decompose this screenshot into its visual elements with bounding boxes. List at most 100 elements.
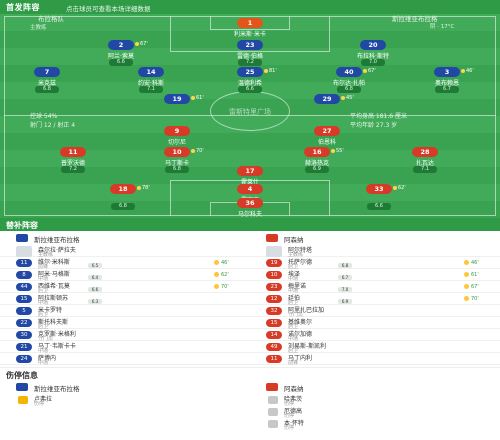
subs-section-header: 替补阵容 bbox=[0, 218, 500, 231]
sub-minute: 46' bbox=[464, 260, 479, 266]
injury-row[interactable]: 厄德高 伤停 bbox=[250, 406, 500, 419]
player-a-d2[interactable]: 18 78' 6.8 bbox=[96, 184, 150, 212]
player-d2[interactable]: 23 雷德·伯格 7.2 bbox=[223, 40, 277, 68]
sub-position: 中场 bbox=[288, 288, 299, 294]
player-a-f2[interactable]: 27 伯恩科 bbox=[300, 126, 354, 154]
injury-row[interactable]: 本·怀特 伤停 bbox=[250, 418, 500, 431]
sub-rating: 6.9 bbox=[338, 299, 352, 304]
sub-row[interactable]: 11 维尔·米科斯 前锋 6.5 46' bbox=[0, 257, 250, 270]
sub-name: 米卡罗特 bbox=[38, 307, 63, 314]
sub-number: 21 bbox=[16, 343, 32, 351]
sub-number: 22 bbox=[16, 319, 32, 327]
sub-row[interactable]: 14 诺尔加德 中场 bbox=[250, 329, 500, 342]
player-rating: 7.1 bbox=[413, 166, 437, 173]
sub-position: 中场 bbox=[38, 360, 49, 366]
sub-position: 后卫 bbox=[288, 324, 299, 330]
sub-rating: 7.0 bbox=[338, 287, 352, 292]
sub-position: 中场 bbox=[38, 300, 49, 306]
sub-number: 30 bbox=[16, 331, 32, 339]
injury-row[interactable]: 卢弗拉 伤停 bbox=[0, 394, 250, 407]
sub-row[interactable]: 23 梅里诺 中场 7.0 67' bbox=[250, 281, 500, 294]
away-penalty-box bbox=[170, 180, 330, 216]
sub-icon bbox=[393, 185, 397, 190]
player-a-m2[interactable]: 10 70' 马丁斯卡 6.8 bbox=[150, 147, 204, 175]
home-team-name: 布拉格队 bbox=[38, 15, 64, 23]
sub-in-icon bbox=[464, 296, 469, 301]
sub-icon bbox=[264, 68, 268, 73]
sub-minute: 62' bbox=[214, 272, 229, 278]
sub-row[interactable]: 30 克罗斯·米格利 守门员 bbox=[0, 329, 250, 342]
player-rating: 6.6 bbox=[238, 86, 262, 93]
sub-row[interactable]: 5 米卡罗特 后卫 bbox=[0, 305, 250, 318]
sub-icon bbox=[363, 68, 367, 73]
sub-name: 马丁·韦斯卡卡 bbox=[38, 343, 76, 350]
player-gk-home[interactable]: 1 利米斯·米卡 bbox=[223, 18, 277, 46]
sub-row[interactable]: 32 阿里扎巴拉加 守门员 bbox=[250, 305, 500, 318]
sub-row[interactable]: 21 马丁·韦斯卡卡 中场 bbox=[0, 341, 250, 354]
player-m1[interactable]: 7 米克兹 6.8 bbox=[20, 67, 74, 95]
home-injury-team: 斯拉维亚布拉格 bbox=[0, 380, 250, 394]
player-rating: 7.2 bbox=[238, 59, 262, 66]
sub-row[interactable]: 12 廷伯 后卫 6.9 70' bbox=[250, 293, 500, 306]
player-a-m3[interactable]: 16 55' 赫洛热克 6.9 bbox=[290, 147, 344, 175]
sub-number: 8 bbox=[16, 271, 32, 279]
player-a-m1[interactable]: 11 普罗沃德 7.2 bbox=[46, 147, 100, 175]
player-number: 16 bbox=[304, 147, 330, 157]
sub-event: 62' bbox=[393, 185, 406, 191]
sub-name: 基维奥尔 bbox=[288, 319, 313, 326]
player-number: 10 bbox=[164, 147, 190, 157]
player-m2[interactable]: 14 约安·科斯 7.1 bbox=[124, 67, 178, 95]
lineup-title: 首发阵容 bbox=[6, 3, 40, 12]
injury-row[interactable]: 哈弗茨 伤停 bbox=[250, 394, 500, 407]
sub-position: 中场 bbox=[288, 336, 299, 342]
sub-row[interactable]: 15 基维奥尔 后卫 bbox=[250, 317, 500, 330]
sub-minute: 46' bbox=[214, 260, 229, 266]
player-m5[interactable]: 3 46' 奥布赖恩 6.7 bbox=[420, 67, 474, 95]
sub-row[interactable]: 11 马丁内利 前锋 bbox=[250, 353, 500, 366]
player-number: 11 bbox=[60, 147, 86, 157]
sub-number: 10 bbox=[266, 271, 282, 279]
player-rating: 6.8 bbox=[337, 86, 361, 93]
sub-row[interactable]: 49 刘易斯-斯凯利 后卫 bbox=[250, 341, 500, 354]
sub-icon bbox=[341, 95, 345, 100]
sub-row[interactable]: 22 斯托科夫斯 后卫 bbox=[0, 317, 250, 330]
home-stats: 控球 54% 射门 12 / 射正 4 bbox=[30, 113, 76, 129]
player-f1[interactable]: 19 61' bbox=[150, 94, 204, 122]
injury-player-name: 厄德高 bbox=[284, 408, 303, 415]
player-a-d1[interactable]: 17 霍莱什 bbox=[223, 166, 277, 194]
player-f2[interactable]: 29 45' bbox=[300, 94, 354, 122]
player-a-d4[interactable]: 33 62' 6.6 bbox=[352, 184, 406, 212]
player-m3[interactable]: 25 81' 温德利希 6.6 bbox=[223, 67, 277, 95]
sub-minute: 70' bbox=[214, 284, 229, 290]
sub-row[interactable]: 19 托萨尔德 后卫 6.8 46' bbox=[250, 257, 500, 270]
sub-name: 梅里诺 bbox=[288, 283, 307, 290]
away-coach-row[interactable]: 阿尔特塔 主教练 bbox=[250, 245, 500, 258]
player-a-f1[interactable]: 9 切尔尼 bbox=[150, 126, 204, 154]
sub-row[interactable]: 10 埃泽 中场 6.7 61' bbox=[250, 269, 500, 282]
sub-event: 67' bbox=[135, 41, 148, 47]
sub-row[interactable]: 24 萨博内 中场 bbox=[0, 353, 250, 366]
sub-rating: 6.7 bbox=[338, 275, 352, 280]
sub-rating: 6.4 bbox=[88, 275, 102, 280]
player-number: 33 bbox=[366, 184, 392, 194]
player-m4[interactable]: 40 67' 布尔达·扎帕 6.8 bbox=[322, 67, 376, 95]
sub-event: 78' bbox=[137, 185, 150, 191]
avatar bbox=[16, 246, 32, 257]
player-gk-away[interactable]: 36 马尔科夫 bbox=[223, 198, 277, 218]
sub-number: 11 bbox=[16, 259, 32, 267]
injury-section-header: 伤停信息 bbox=[0, 367, 500, 380]
sub-number: 32 bbox=[266, 307, 282, 315]
player-number: 40 bbox=[336, 67, 362, 77]
sub-number: 24 bbox=[16, 355, 32, 363]
sub-minute: 70' bbox=[464, 296, 479, 302]
sub-number: 11 bbox=[266, 355, 282, 363]
sub-row[interactable]: 8 阿米·马格斯 中场 6.4 62' bbox=[0, 269, 250, 282]
sub-position: 后卫 bbox=[288, 348, 299, 354]
sub-row[interactable]: 15 阿拉斯顿苏 中场 6.3 bbox=[0, 293, 250, 306]
home-coach-row[interactable]: 森尔拉·萨拉夫 主教练 bbox=[0, 245, 250, 258]
player-d3[interactable]: 20 布拉科·斯特 7.0 bbox=[346, 40, 400, 68]
sub-row[interactable]: 44 西维希·瓦莫 后卫 6.6 70' bbox=[0, 281, 250, 294]
player-name: 马丁斯卡 bbox=[164, 160, 189, 167]
player-a-m4[interactable]: 28 扎瓦达 7.1 bbox=[398, 147, 452, 175]
player-d1[interactable]: 2 67' 阿兰·索莫 6.6 bbox=[94, 40, 148, 68]
